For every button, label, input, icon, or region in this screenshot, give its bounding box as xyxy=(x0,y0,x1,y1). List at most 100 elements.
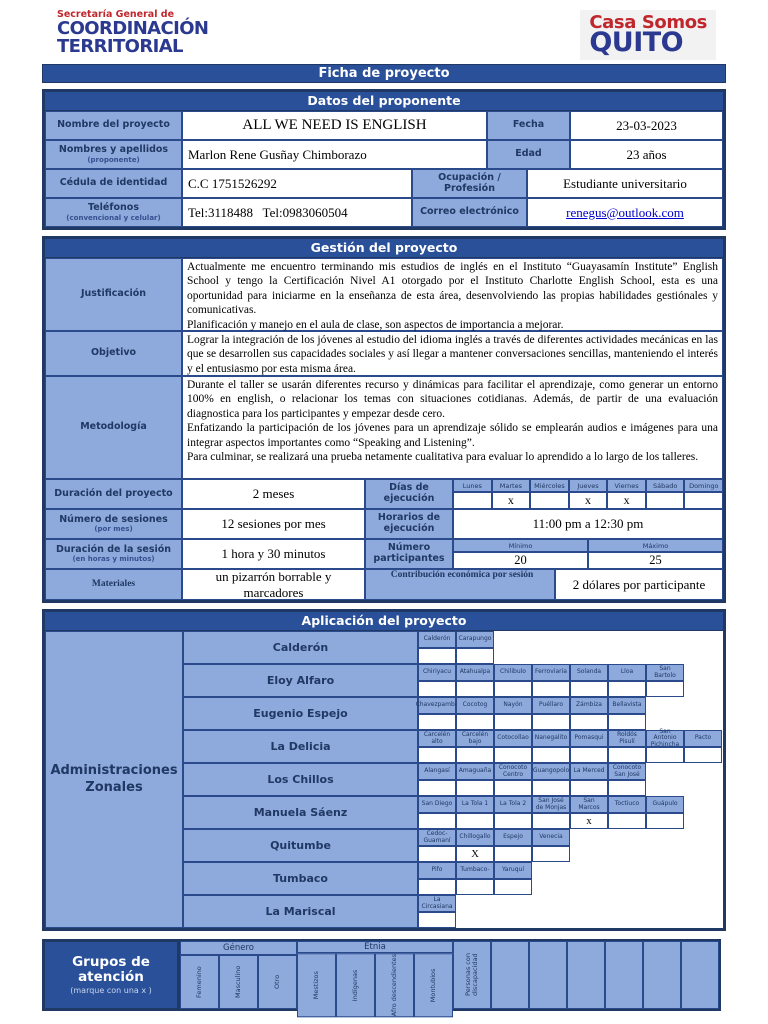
barrio-column: Carcelén bajo xyxy=(456,730,494,763)
barrio-mark-cell xyxy=(608,747,646,763)
label-numero-sesiones: Número de sesiones (por mes) xyxy=(45,509,182,539)
label-fecha: Fecha xyxy=(487,111,570,140)
barrio-label: Carcelén bajo xyxy=(456,730,494,747)
grupos-subtitle: (marque con una x ) xyxy=(70,985,152,995)
max-value: 25 xyxy=(588,552,723,569)
barrios-table: San Diego La Tola 1 La Tola 2 San José de M… xyxy=(418,796,684,829)
barrio-mark-cell xyxy=(494,813,532,829)
barrio-column: Zámbiza xyxy=(570,697,608,730)
max-label: Máximo xyxy=(588,539,723,552)
barrio-column: La Tola 1 xyxy=(456,796,494,829)
barrio-mark-cell xyxy=(608,780,646,796)
barrio-mark-cell xyxy=(494,879,532,895)
barrio-column: Roldós Pisulí xyxy=(608,730,646,763)
barrio-column: San Antonio Pichincha xyxy=(646,728,684,763)
value-cedula: C.C 1751526292 xyxy=(182,169,412,198)
label-numero-participantes: Número participantes xyxy=(365,539,453,569)
label-telefonos-main: Teléfonos xyxy=(88,202,139,214)
barrio-mark-cell xyxy=(684,747,722,763)
barrio-mark-cell xyxy=(646,747,684,763)
day-mark-cell xyxy=(530,492,569,509)
zone-row: Manuela Sáenz San Diego La Tola 1 La Tola 2… xyxy=(183,796,723,829)
logo-right-line1: Casa Somos xyxy=(589,12,707,33)
barrios-table: Cedoc-Guamaní Chillogallo X Espejo Venecia xyxy=(418,829,570,862)
barrio-label: Chavezpamba xyxy=(416,697,458,714)
barrio-mark-cell xyxy=(456,813,494,829)
barrio-label: Cocotog xyxy=(456,697,494,714)
barrio-label: Chiriyacu xyxy=(418,664,456,681)
barrio-mark-cell xyxy=(418,648,456,664)
zone-name-label: Manuela Sáenz xyxy=(183,796,418,829)
section-title-gestion: Gestión del proyecto xyxy=(45,239,723,258)
barrio-column: Alangasí xyxy=(418,763,456,796)
label-contribucion: Contribución económica por sesión xyxy=(365,569,555,600)
barrio-label: Calderón xyxy=(418,631,456,648)
barrio-column: La Circasiana xyxy=(418,895,456,928)
day-mark-cell: x xyxy=(607,492,646,509)
barrio-label: Puéllaro xyxy=(532,697,570,714)
barrios-table: Chiriyacu Atahualpa Chilibulo Ferroviaria So… xyxy=(418,664,684,697)
barrio-column: La Merced xyxy=(570,763,608,796)
zone-row: Calderón Calderón Carapungo xyxy=(183,631,723,664)
barrio-mark-cell xyxy=(456,780,494,796)
barrio-label: Guápulo xyxy=(646,796,684,813)
zone-row: La Mariscal La Circasiana xyxy=(183,895,723,928)
empty-column xyxy=(491,941,529,1009)
barrio-label: Cedoc-Guamaní xyxy=(418,829,456,846)
zones-rows: Calderón Calderón Carapungo Eloy Alfaro Chir… xyxy=(183,631,723,928)
barrio-label: Chilibulo xyxy=(494,664,532,681)
barrio-mark-cell xyxy=(570,714,608,730)
label-nombre-proyecto: Nombre del proyecto xyxy=(45,111,182,140)
barrio-column: Chilibulo xyxy=(494,664,532,697)
row-objetivo: Objetivo Lograr la integración de los jó… xyxy=(45,331,723,376)
group-column-label: Otro xyxy=(258,955,297,1009)
minmax-headers: Mínimo Máximo xyxy=(453,539,723,552)
barrio-label: Lloa xyxy=(608,664,646,681)
day-mark-cell: x xyxy=(491,492,531,509)
barrio-mark-cell xyxy=(418,714,456,730)
barrio-mark-cell xyxy=(646,813,684,829)
row-duracion-sesion: Duración de la sesión (en horas y minuto… xyxy=(45,539,723,569)
day-label: Domingo xyxy=(684,479,724,492)
barrio-mark-cell xyxy=(570,681,608,697)
barrio-label: Pacto xyxy=(684,730,722,747)
barrio-column: Bellavista xyxy=(608,697,646,730)
grupos-atencion-label: Grupos de atención (marque con una x ) xyxy=(42,939,180,1011)
day-label: Martes xyxy=(491,479,531,492)
value-fecha: 23-03-2023 xyxy=(570,111,723,140)
label-ocupacion: Ocupación / Profesión xyxy=(412,169,527,198)
logo-left-line2: COORDINACIÓN xyxy=(57,18,209,40)
zone-name-label: Tumbaco xyxy=(183,862,418,895)
label-objetivo: Objetivo xyxy=(45,331,182,376)
email-link[interactable]: renegus@outlook.com xyxy=(566,204,684,220)
zone-row: Tumbaco Pifo Tumbaco- Yaruquí xyxy=(183,862,723,895)
barrio-column: Calderón xyxy=(418,631,456,664)
barrio-column: Cotocollao xyxy=(494,730,532,763)
day-column: Lunes xyxy=(453,479,492,509)
barrio-label: Nanegalito xyxy=(532,730,570,747)
barrio-label: Zámbiza xyxy=(570,697,608,714)
text-objetivo: Lograr la integración de los jóvenes al … xyxy=(182,331,723,376)
barrio-column: Cocotog xyxy=(456,697,494,730)
barrio-label: Conocoto Centro xyxy=(494,763,532,780)
barrio-mark-cell xyxy=(456,714,494,730)
barrio-column: Lloa xyxy=(608,664,646,697)
barrio-label: Venecia xyxy=(532,829,570,846)
barrio-label: Amaguaña xyxy=(456,763,494,780)
barrio-mark-cell xyxy=(532,846,570,862)
row-materiales: Materiales un pizarrón borrable y marcad… xyxy=(45,569,723,600)
section-title-datos: Datos del proponente xyxy=(45,92,723,111)
value-nombres-apellidos: Marlon Rene Gusñay Chimborazo xyxy=(182,140,487,169)
barrio-mark-cell xyxy=(456,879,494,895)
zone-row: Quitumbe Cedoc-Guamaní Chillogallo X Espejo V… xyxy=(183,829,723,862)
label-telefonos-sub: (convencional y celular) xyxy=(66,213,161,222)
page-title: Ficha de proyecto xyxy=(42,64,726,83)
barrios-table: Carcelén alto Carcelén bajo Cotocollao Nane… xyxy=(418,728,722,763)
barrio-column: Nanegalito xyxy=(532,730,570,763)
group-title: Género xyxy=(180,941,297,955)
barrio-column: Chiriyacu xyxy=(418,664,456,697)
coordinacion-territorial-logo: Secretaría General de COORDINACIÓN TERRI… xyxy=(57,9,209,55)
label-dias-ejecucion: Días de ejecución xyxy=(365,479,453,509)
barrio-column: Amaguaña xyxy=(456,763,494,796)
day-label: Lunes xyxy=(453,479,492,492)
